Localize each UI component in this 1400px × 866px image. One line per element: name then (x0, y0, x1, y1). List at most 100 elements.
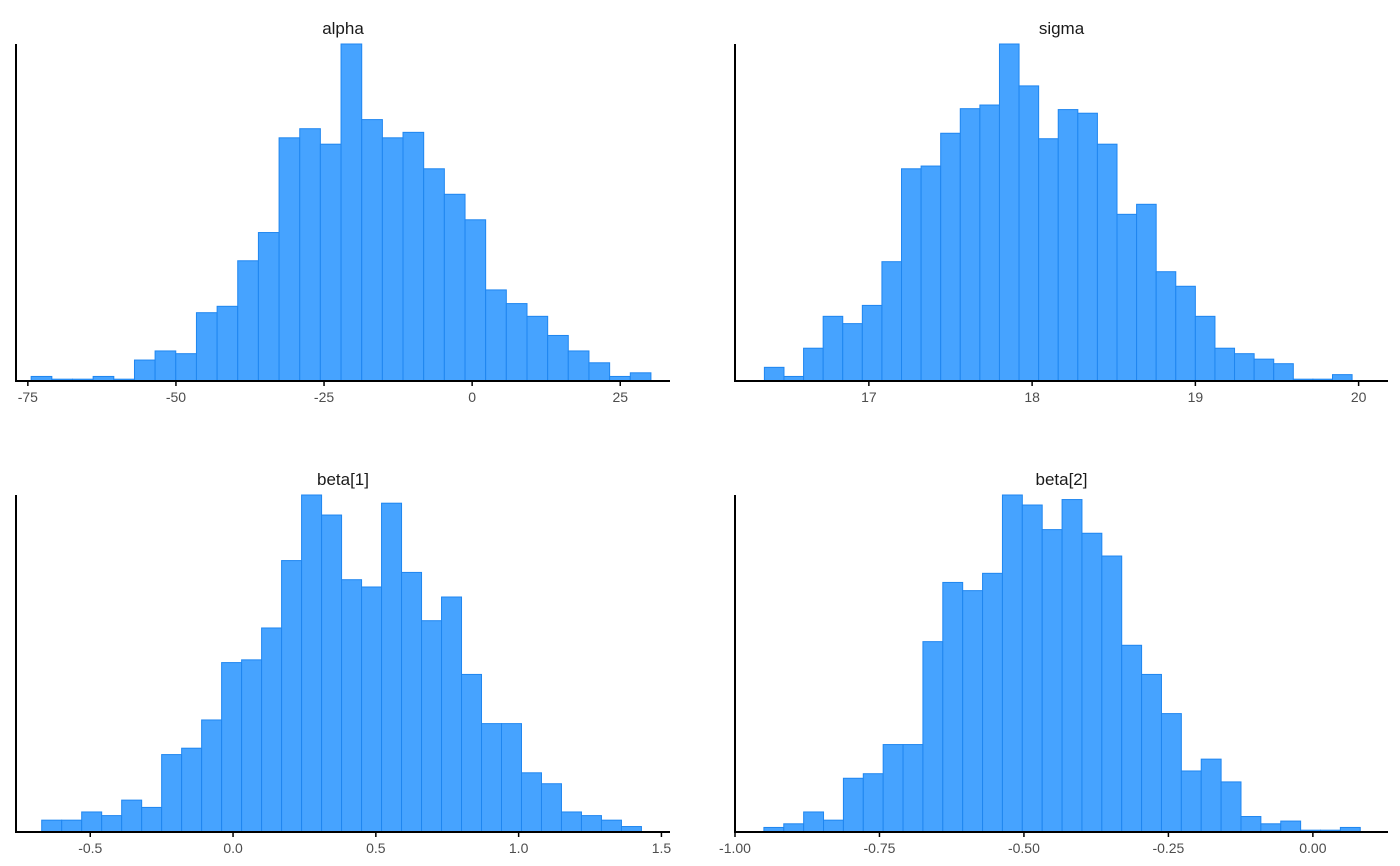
histogram-bar (481, 723, 503, 833)
x-tick-label: -0.5 (78, 840, 102, 856)
histogram-panel: beta[2] -1.00 -0.75 -0.50 -0.25 0.00 (719, 470, 1388, 856)
histogram-bar (341, 579, 363, 833)
histogram-bar (1116, 213, 1138, 382)
histogram-bar (1280, 820, 1302, 833)
histogram-bar (281, 560, 303, 833)
histogram-bar (61, 819, 83, 833)
histogram-bar (920, 165, 942, 382)
histogram-bar (1273, 363, 1294, 382)
histogram-bar (161, 754, 183, 833)
histogram-bar (257, 232, 280, 382)
histogram-bar (402, 131, 425, 382)
x-tick-label: -0.25 (1152, 840, 1184, 856)
histogram-bar (1214, 347, 1236, 382)
histogram-bar (216, 305, 239, 382)
histogram-bar (141, 806, 163, 833)
histogram-bar (101, 815, 123, 833)
panel-title: sigma (1039, 19, 1085, 38)
histogram-bar (361, 586, 383, 833)
x-tick-label: 0.00 (1299, 840, 1326, 856)
histogram-bar (181, 747, 203, 833)
histogram-bars (763, 494, 1361, 833)
histogram-bar (301, 494, 323, 833)
histogram-bar (361, 119, 383, 382)
histogram-bars (763, 43, 1353, 382)
histogram-bar (1038, 138, 1059, 382)
histogram-bar (81, 811, 103, 833)
panel-title: beta[1] (317, 470, 369, 489)
histogram-bar (241, 659, 263, 833)
histogram-bar (1194, 315, 1216, 382)
histogram-bar (121, 799, 143, 833)
histogram-bar (842, 323, 863, 382)
histogram-bar (526, 315, 549, 382)
histogram-bar (1001, 494, 1023, 833)
histogram-bar (237, 260, 259, 382)
x-tick-label: 19 (1188, 389, 1204, 405)
histogram-bar (959, 108, 981, 382)
histogram-bar (443, 193, 466, 382)
histogram-bar (1057, 109, 1079, 382)
histogram-bar (1077, 112, 1098, 382)
histogram-bar (588, 362, 611, 382)
histogram-bar (1041, 529, 1063, 833)
x-tick-label: 1.5 (652, 840, 672, 856)
histogram-bar (1220, 781, 1242, 833)
histogram-bar (881, 261, 903, 382)
histogram-bar (319, 143, 342, 382)
x-tick-label: 1.0 (509, 840, 529, 856)
histogram-bar (763, 366, 785, 382)
x-tick-label: 0.0 (223, 840, 243, 856)
histogram-bar (567, 350, 590, 382)
histogram-bar (1101, 555, 1123, 833)
histogram-bar (1096, 143, 1118, 382)
panel-title: beta[2] (1036, 470, 1088, 489)
x-tick-label: -25 (314, 389, 334, 405)
histogram-bar (922, 641, 944, 833)
histogram-bar (547, 334, 569, 382)
x-tick-label: 0.5 (366, 840, 386, 856)
histogram-bar (1240, 816, 1262, 833)
histogram-bar (175, 353, 197, 382)
histogram-panel: sigma 17 18 19 20 (734, 19, 1388, 405)
histogram-bar (1021, 504, 1043, 833)
histogram-bar (822, 315, 844, 382)
x-tick-label: 20 (1351, 389, 1367, 405)
histogram-bar (823, 819, 844, 833)
histogram-bar (842, 777, 864, 833)
histogram-bar (505, 303, 528, 382)
histogram-bar (1081, 532, 1103, 833)
histogram-bar (461, 673, 483, 833)
panel-title: alpha (322, 19, 364, 38)
histogram-bar (783, 823, 805, 833)
x-tick-label: 18 (1024, 389, 1040, 405)
histogram-bars (30, 43, 652, 382)
histogram-bar (803, 811, 825, 833)
histogram-bar (962, 590, 984, 833)
histogram-bar (862, 773, 884, 833)
x-tick-label: -1.00 (719, 840, 751, 856)
histogram-bar (278, 137, 301, 382)
histogram-bar (520, 772, 542, 833)
x-tick-label: -0.75 (864, 840, 896, 856)
histogram-bar (1180, 770, 1202, 833)
histogram-bar (1155, 271, 1177, 382)
histogram-bar (261, 627, 283, 833)
histogram-bar (629, 372, 652, 382)
histogram-bar (221, 662, 243, 833)
histogram-bar (1141, 673, 1162, 833)
histogram-bar (464, 219, 487, 382)
histogram-bar (1234, 353, 1255, 382)
histogram-bar (423, 168, 445, 382)
histogram-bar (982, 572, 1003, 833)
histogram-bar (940, 132, 961, 382)
histogram-bar (998, 43, 1020, 382)
histogram-bar (901, 168, 922, 382)
histogram-bar (902, 744, 924, 833)
histogram-bar (942, 581, 964, 833)
histogram-bar (195, 312, 218, 382)
x-tick-label: 25 (612, 389, 628, 405)
histogram-bar (1136, 203, 1157, 382)
histogram-bar (580, 815, 602, 833)
